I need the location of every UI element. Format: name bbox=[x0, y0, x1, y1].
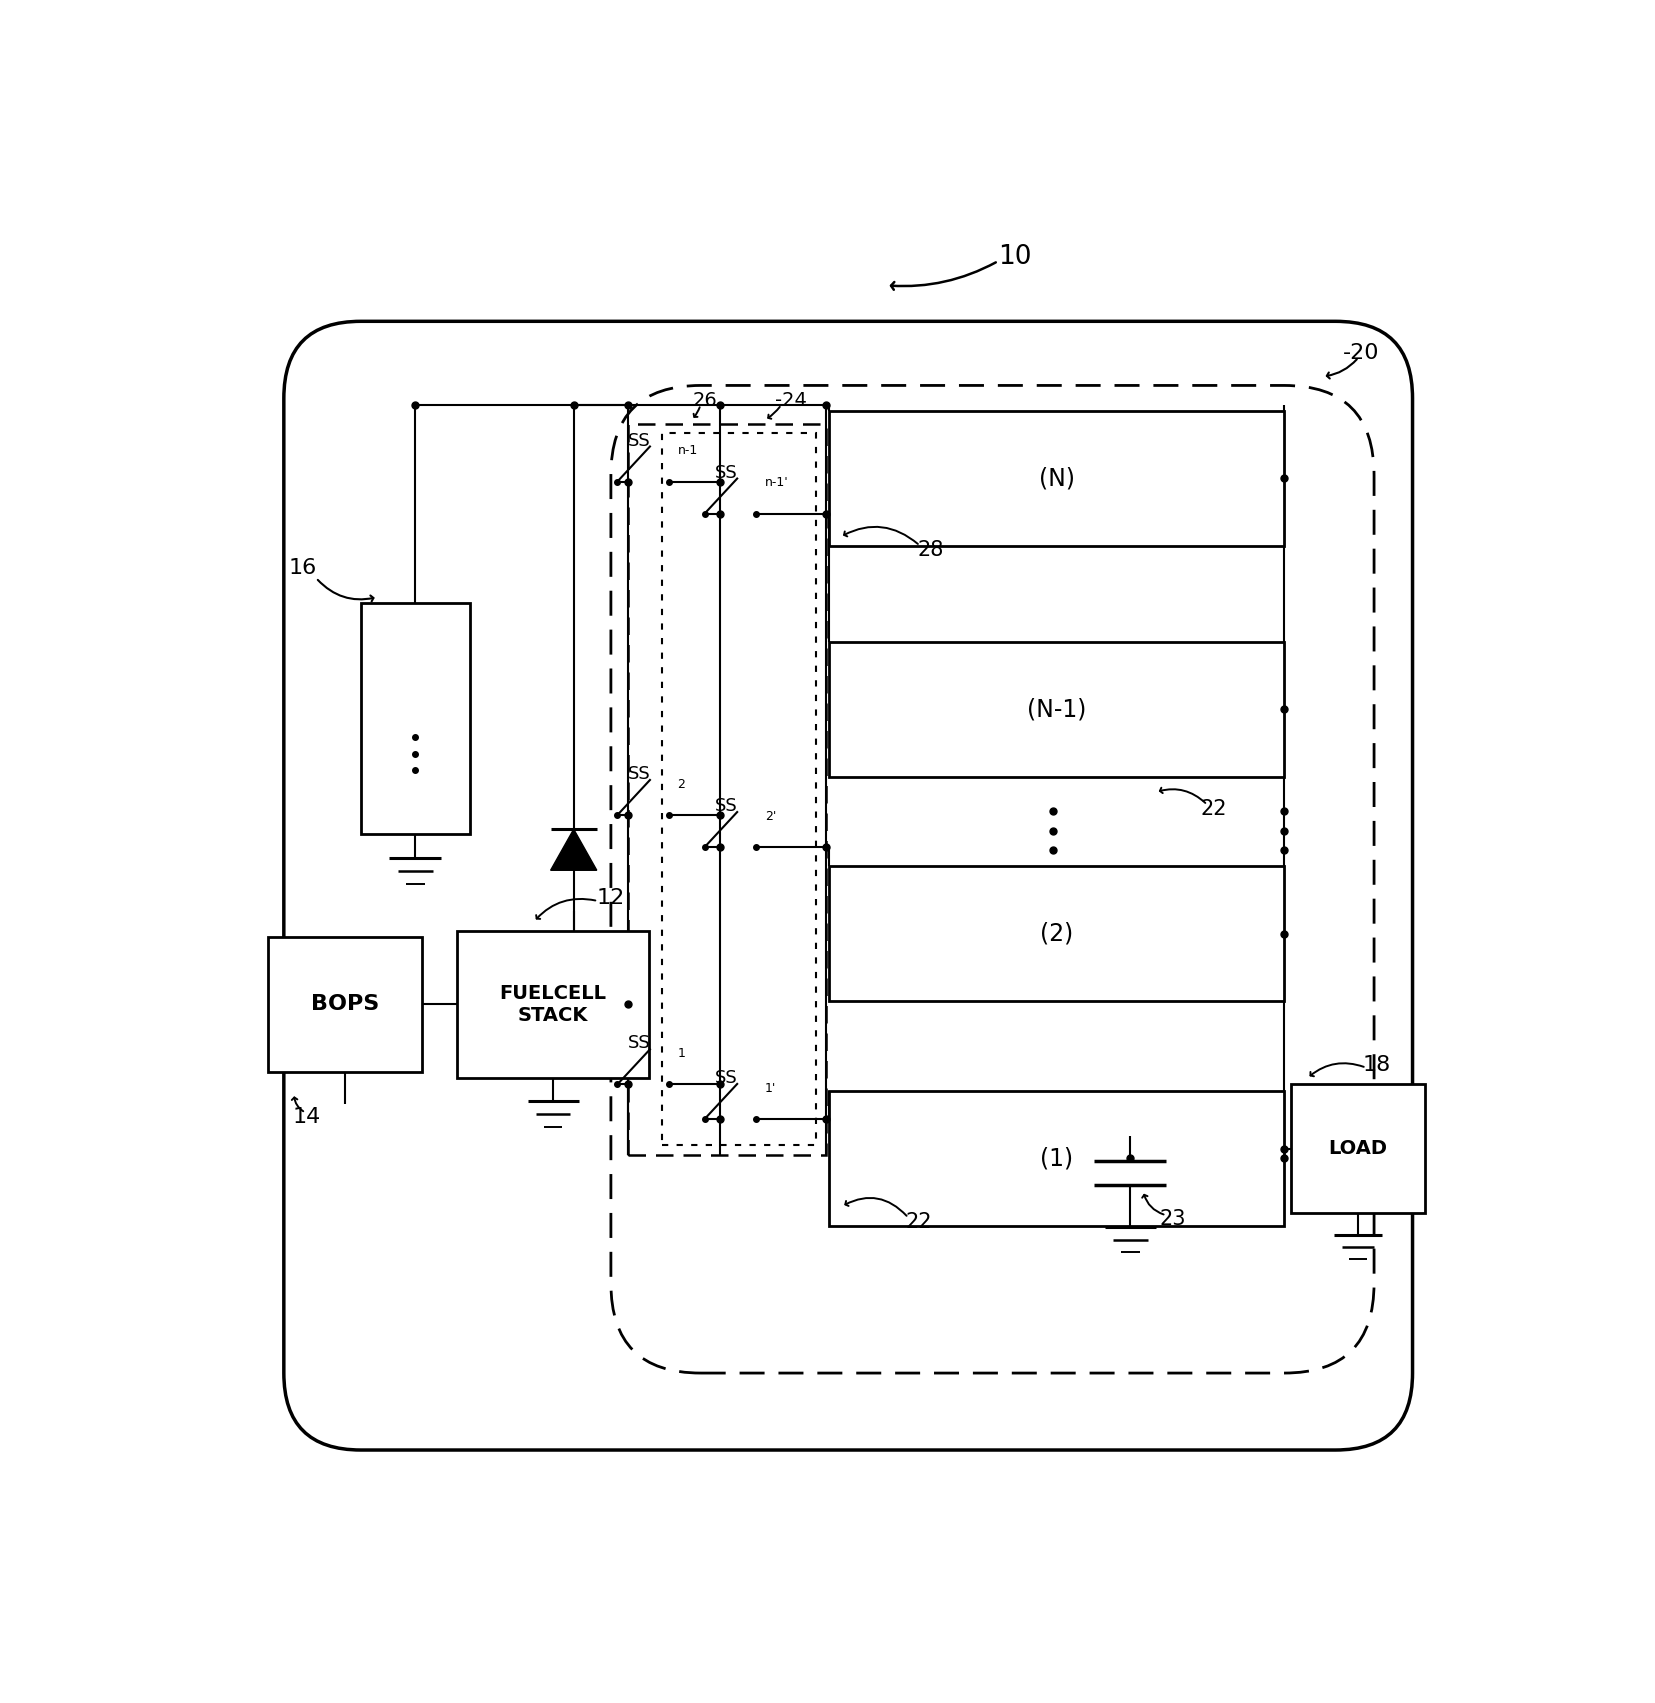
Text: 22: 22 bbox=[905, 1213, 932, 1231]
Text: SS: SS bbox=[715, 463, 738, 482]
Text: (1): (1) bbox=[1039, 1146, 1072, 1170]
Text: 26: 26 bbox=[692, 392, 717, 410]
Bar bbox=[627, 424, 826, 1155]
Bar bbox=[457, 930, 649, 1078]
Text: n-1': n-1' bbox=[765, 477, 788, 489]
Bar bbox=[829, 867, 1284, 1001]
Bar bbox=[829, 642, 1284, 777]
Text: n-1: n-1 bbox=[677, 444, 698, 458]
Bar bbox=[829, 1092, 1284, 1226]
Text: -24: -24 bbox=[775, 392, 806, 410]
Text: (2): (2) bbox=[1039, 921, 1072, 945]
FancyBboxPatch shape bbox=[285, 322, 1413, 1449]
Text: (N-1): (N-1) bbox=[1026, 697, 1086, 722]
Bar bbox=[268, 937, 422, 1071]
Text: 23: 23 bbox=[1160, 1209, 1187, 1230]
Text: SS: SS bbox=[715, 1069, 738, 1087]
Text: SS: SS bbox=[627, 765, 650, 783]
Bar bbox=[1291, 1085, 1425, 1213]
Text: 12: 12 bbox=[597, 889, 626, 908]
Text: 2': 2' bbox=[765, 811, 776, 823]
Text: 2: 2 bbox=[677, 778, 685, 790]
Text: LOAD: LOAD bbox=[1329, 1139, 1387, 1158]
FancyBboxPatch shape bbox=[611, 385, 1374, 1373]
Text: 28: 28 bbox=[917, 540, 943, 560]
Text: BOPS: BOPS bbox=[311, 995, 379, 1015]
Bar bbox=[662, 433, 816, 1144]
Text: SS: SS bbox=[627, 431, 650, 450]
Text: -20: -20 bbox=[1342, 344, 1380, 363]
Text: 1: 1 bbox=[677, 1047, 685, 1059]
Text: 14: 14 bbox=[293, 1107, 321, 1127]
Text: 22: 22 bbox=[1200, 799, 1226, 819]
Text: FUELCELL
STACK: FUELCELL STACK bbox=[500, 984, 607, 1025]
Bar bbox=[829, 410, 1284, 545]
Text: 18: 18 bbox=[1362, 1056, 1390, 1075]
Text: 1': 1' bbox=[765, 1081, 776, 1095]
Polygon shape bbox=[551, 829, 597, 870]
Text: SS: SS bbox=[715, 797, 738, 816]
Bar bbox=[361, 603, 470, 834]
Text: 16: 16 bbox=[290, 557, 318, 577]
Text: SS: SS bbox=[627, 1034, 650, 1052]
Text: 10: 10 bbox=[998, 244, 1031, 271]
Text: (N): (N) bbox=[1039, 467, 1074, 490]
